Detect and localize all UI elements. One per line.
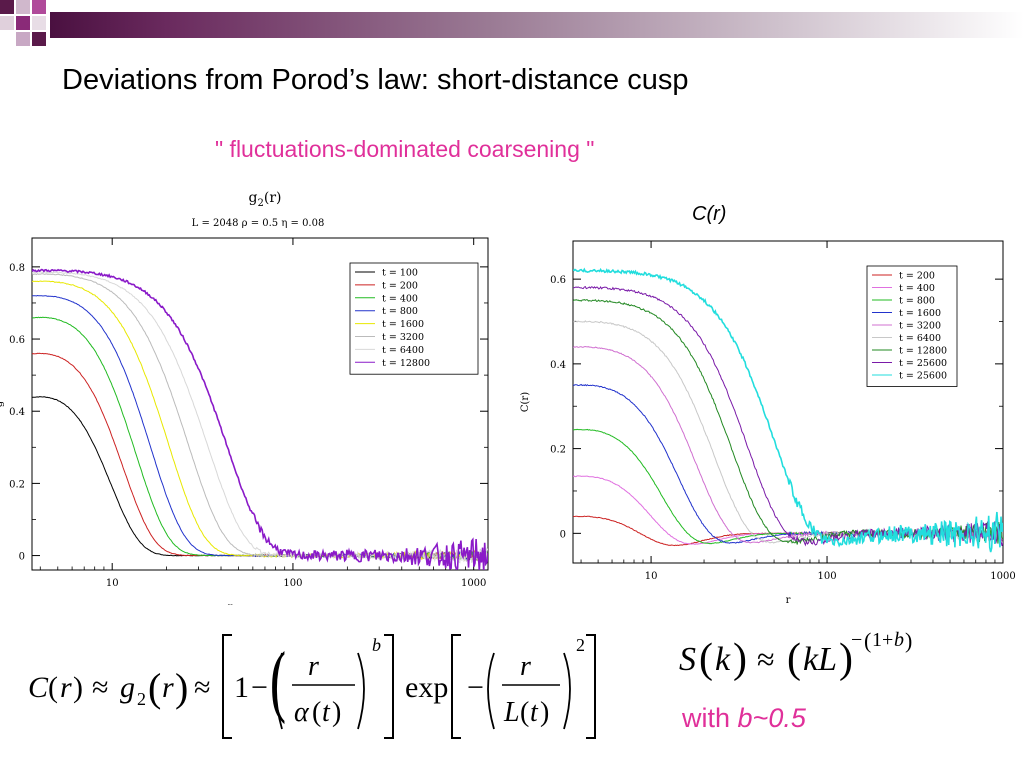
y-tick-label: 0.2 (9, 479, 25, 490)
svg-text:): ) (175, 665, 188, 710)
svg-text:(: ( (148, 665, 161, 710)
legend-label: t = 12800 (382, 358, 430, 369)
legend-box (866, 265, 958, 387)
series-line (32, 271, 488, 567)
svg-text:S: S (679, 641, 696, 678)
svg-text:g: g (120, 671, 135, 704)
x-axis-label: r (786, 595, 791, 603)
x-tick-label: 1000 (990, 571, 1015, 582)
svg-text:k: k (715, 641, 731, 678)
y-tick-label: 0.2 (550, 445, 566, 456)
y-axis-label: g (0, 400, 5, 407)
x-tick-label: 100 (817, 571, 836, 582)
legend-label: t = 800 (382, 306, 418, 317)
y-tick-label: 0 (560, 529, 566, 540)
g2-chart: g2(r) L = 2048 ρ = 0.5 η = 0.08 10 100 1000 0… (0, 190, 489, 605)
y-tick-label: 0.6 (550, 275, 566, 286)
svg-text:b: b (894, 629, 904, 651)
svg-text:2: 2 (137, 689, 146, 709)
exponent-note-prefix: with (682, 703, 738, 733)
svg-text:t: t (530, 697, 539, 728)
chart-title: g2(r) (249, 190, 282, 209)
svg-text:(: ( (864, 628, 871, 653)
svg-text:r: r (60, 671, 72, 704)
svg-text:b: b (372, 635, 381, 655)
legend-label: t = 1600 (899, 308, 941, 319)
svg-text:kL: kL (803, 641, 837, 678)
legend-label: t = 400 (382, 293, 418, 304)
svg-text:r: r (520, 651, 531, 682)
svg-text:−: − (467, 671, 484, 704)
legend-label: t = 200 (382, 280, 418, 291)
svg-text:C: C (28, 671, 49, 704)
legend-label: t = 200 (899, 271, 935, 282)
svg-text:): ) (905, 628, 912, 653)
svg-text:1+: 1+ (872, 629, 893, 651)
svg-text:α: α (294, 697, 310, 728)
legend-label: t = 6400 (382, 345, 424, 356)
svg-text:L: L (503, 697, 520, 728)
y-tick-label: 0.4 (9, 407, 25, 418)
svg-text:(: ( (270, 637, 286, 726)
legend-label: t = 800 (899, 296, 935, 307)
legend-label: t = 12800 (899, 346, 947, 357)
y-tick-label: 0.8 (9, 263, 25, 274)
right-chart-caption: C(r) (692, 203, 727, 225)
y-axis-label: C(r) (520, 392, 531, 412)
legend-label: t = 3200 (382, 332, 424, 343)
y-tick-label: 0 (19, 552, 25, 563)
slide-title: Deviations from Porod’s law: short-dista… (62, 64, 689, 96)
y-tick-label: 0.6 (9, 335, 25, 346)
formula-structure-factor: S ( k ) ≈ ( kL ) − ( 1+ b ) (679, 628, 912, 682)
x-tick-label: 1000 (461, 578, 486, 589)
legend-label: t = 25600 (899, 371, 947, 382)
svg-text:): ) (540, 697, 549, 728)
legend-box (349, 262, 479, 375)
svg-text:r: r (162, 671, 174, 704)
y-tick-label: 0.4 (550, 360, 566, 371)
x-axis-label: r (228, 602, 233, 605)
svg-text:(: ( (312, 697, 321, 728)
svg-text:2: 2 (576, 635, 585, 655)
svg-text:): ) (73, 671, 83, 704)
svg-text:(: ( (520, 697, 529, 728)
exponent-note: with b~0.5 (682, 703, 806, 734)
logo-squares-icon (0, 0, 46, 46)
x-tick-label: 10 (106, 578, 119, 589)
svg-text:t: t (322, 697, 331, 728)
x-tick-label: 10 (645, 571, 658, 582)
x-tick-label: 100 (283, 578, 302, 589)
legend-label: t = 100 (382, 268, 418, 279)
series-group (573, 267, 1003, 553)
svg-text:(: ( (48, 671, 58, 704)
svg-text:): ) (332, 697, 341, 728)
formula-correlation: C ( r ) ≈ g 2 ( r ) ≈ 1 − ( r α ( t ) b … (28, 634, 596, 739)
legend-label: t = 25600 (899, 358, 947, 369)
svg-text:): ) (839, 636, 853, 682)
chart-subtitle: L = 2048 ρ = 0.5 η = 0.08 (192, 218, 325, 229)
svg-text:≈: ≈ (757, 641, 775, 677)
series-group (32, 268, 488, 570)
legend-label: t = 6400 (899, 333, 941, 344)
svg-text:(: ( (787, 636, 801, 682)
svg-text:≈: ≈ (92, 671, 108, 704)
series-line (573, 267, 1003, 553)
header-banner (0, 0, 1024, 46)
series-line (32, 268, 488, 570)
legend-label: t = 1600 (382, 319, 424, 330)
legend-label: t = 3200 (899, 321, 941, 332)
svg-text:exp: exp (405, 671, 448, 704)
svg-text:−: − (251, 671, 268, 704)
svg-text:1: 1 (234, 671, 249, 704)
legend-label: t = 400 (899, 283, 935, 294)
svg-text:−: − (851, 629, 862, 651)
svg-text:≈: ≈ (194, 671, 210, 704)
svg-text:r: r (308, 651, 319, 682)
svg-text:(: ( (699, 636, 713, 682)
slide-subtitle: " fluctuations-dominated coarsening " (215, 136, 595, 162)
svg-text:): ) (733, 636, 747, 682)
exponent-note-value: b~0.5 (737, 703, 806, 733)
